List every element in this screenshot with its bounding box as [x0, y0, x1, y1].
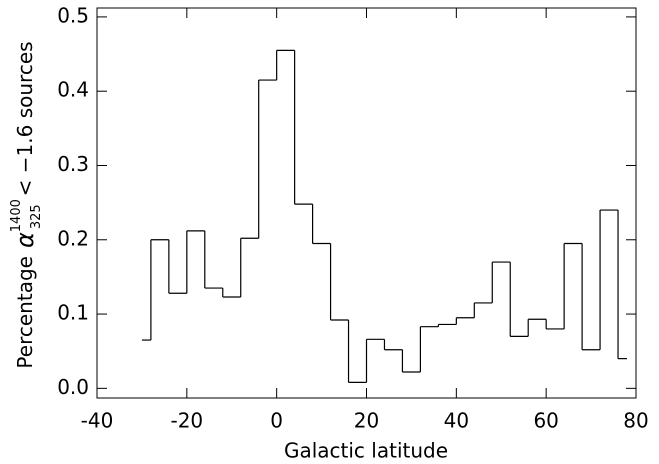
y-tick-label: 0.1 — [57, 301, 89, 325]
y-axis-label: Percentage α1400 325 < −1.6 sources — [9, 41, 44, 368]
x-axis-label: Galactic latitude — [284, 439, 448, 463]
x-tick-label: 20 — [354, 409, 379, 433]
y-tick-label: 0.2 — [57, 226, 89, 250]
x-tick-label: -40 — [81, 409, 114, 433]
y-tick-label: 0.3 — [57, 152, 89, 176]
y-label-sub: 325 — [29, 204, 44, 229]
y-label-sup: 1400 — [9, 199, 24, 232]
y-label-suffix: < −1.6 sources — [13, 41, 37, 196]
y-tick-label: 0.5 — [57, 3, 89, 27]
y-label-symbol: α — [11, 232, 39, 248]
x-tick-label: 0 — [270, 409, 283, 433]
y-label-prefix: Percentage — [13, 256, 37, 369]
x-tick-label: -20 — [170, 409, 203, 433]
y-tick-label: 0.4 — [57, 78, 89, 102]
y-tick-label: 0.0 — [57, 375, 89, 399]
x-tick-label: 80 — [623, 409, 648, 433]
x-tick-label: 40 — [444, 409, 469, 433]
x-tick-label: 60 — [533, 409, 558, 433]
